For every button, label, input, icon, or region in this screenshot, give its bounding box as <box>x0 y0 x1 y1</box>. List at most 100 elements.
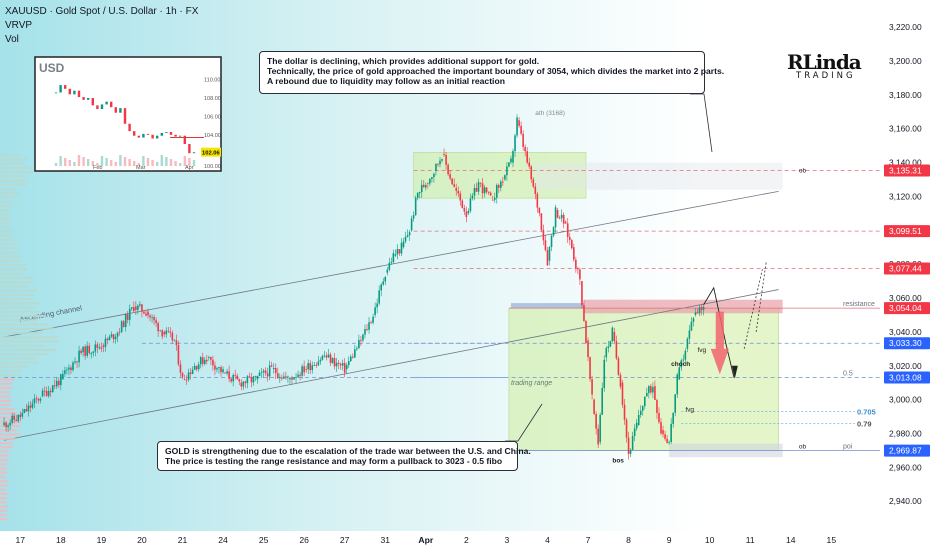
candle <box>544 240 547 251</box>
candle <box>479 182 482 184</box>
candle <box>9 422 11 426</box>
candle <box>356 348 358 350</box>
candle <box>293 377 295 380</box>
candle <box>410 218 413 231</box>
candle <box>7 425 9 428</box>
volume-indicator-label[interactable]: Vol <box>5 34 19 45</box>
bottom-analysis-note[interactable]: GOLD is strengthening due to the escalat… <box>157 441 531 471</box>
inset-candle <box>151 134 154 139</box>
volume-profile-bar <box>0 200 11 203</box>
candle <box>595 413 597 429</box>
volume-profile-bar <box>0 331 44 335</box>
candle <box>471 195 474 199</box>
candle <box>299 374 301 376</box>
volume-profile-bar <box>0 391 9 394</box>
price-tick-label: 3,060.00 <box>889 293 922 303</box>
inset-volume-bar <box>91 161 94 166</box>
candle <box>175 340 178 346</box>
candle <box>197 364 200 370</box>
volume-profile-bar <box>0 323 49 326</box>
candle <box>487 192 490 193</box>
candle <box>272 368 275 370</box>
volume-profile-bar <box>0 171 33 174</box>
candle <box>536 193 539 208</box>
candle <box>416 192 419 198</box>
candle <box>210 356 212 360</box>
candle <box>301 366 303 376</box>
volume-profile-bar <box>0 319 39 322</box>
top-analysis-note[interactable]: The dollar is declining, which provides … <box>259 51 724 94</box>
candle <box>556 209 559 218</box>
inset-candle <box>64 85 67 89</box>
volume-profile-bar <box>0 496 8 500</box>
time-tick-label: 9 <box>667 535 672 545</box>
volume-profile-bar <box>0 247 15 250</box>
candle <box>236 375 239 380</box>
time-tick-label: Apr <box>418 535 433 545</box>
candle <box>670 423 672 442</box>
candle <box>321 355 324 360</box>
candle <box>366 329 368 330</box>
volume-profile <box>0 154 60 521</box>
candle <box>408 232 411 236</box>
candle <box>317 361 320 366</box>
candle <box>593 399 595 414</box>
price-tag-label: 3,099.51 <box>889 226 922 236</box>
candle <box>352 356 354 358</box>
inset-volume-bar <box>68 160 71 166</box>
candle <box>283 376 285 379</box>
candle <box>254 376 257 377</box>
liquidity-zone <box>510 303 584 309</box>
candle <box>297 374 299 378</box>
candle <box>139 304 141 306</box>
time-tick-label: 26 <box>299 535 309 545</box>
candle <box>333 358 336 367</box>
fib-label: 0.79 <box>857 419 872 428</box>
candle <box>493 197 496 200</box>
volume-profile-bar <box>0 306 35 309</box>
inset-volume-bar <box>188 158 191 166</box>
volume-profile-bar <box>0 289 38 292</box>
candle <box>313 365 316 366</box>
candle <box>441 159 443 161</box>
volume-profile-bar <box>0 378 14 381</box>
candle <box>90 352 93 354</box>
candle <box>498 185 500 188</box>
candle <box>429 178 431 184</box>
inset-candle <box>87 98 90 100</box>
candle <box>516 117 518 136</box>
candle <box>579 269 581 280</box>
time-tick-label: 17 <box>15 535 25 545</box>
volume-profile-bar <box>0 259 19 263</box>
inset-axis-label: 110.00 <box>204 78 220 84</box>
candle <box>676 374 679 395</box>
inset-volume-bar <box>73 162 76 166</box>
candle <box>609 341 612 347</box>
volume-profile-bar <box>0 192 19 195</box>
candle <box>167 330 170 332</box>
inset-candle <box>183 135 186 144</box>
candle <box>587 340 589 358</box>
candle <box>141 304 143 312</box>
candles <box>3 114 705 460</box>
candle <box>688 330 691 339</box>
candle <box>489 192 492 196</box>
symbol-title[interactable]: XAUUSD · Gold Spot / U.S. Dollar · 1h · … <box>5 6 199 17</box>
candle <box>469 198 472 212</box>
candle <box>382 281 385 285</box>
volume-profile-bar <box>0 213 9 216</box>
level-label: poi <box>843 444 853 451</box>
candle <box>394 254 397 256</box>
candle <box>414 197 417 216</box>
candle <box>266 373 269 377</box>
candle <box>86 345 88 356</box>
candle <box>128 308 131 320</box>
candle <box>62 373 64 380</box>
candle <box>74 361 76 363</box>
time-tick-label: 2 <box>464 535 469 545</box>
inset-title: USD <box>39 61 65 75</box>
vrvp-indicator-label[interactable]: VRVP <box>5 20 33 31</box>
candle <box>613 331 616 342</box>
candle <box>696 312 699 314</box>
candle <box>506 166 508 176</box>
